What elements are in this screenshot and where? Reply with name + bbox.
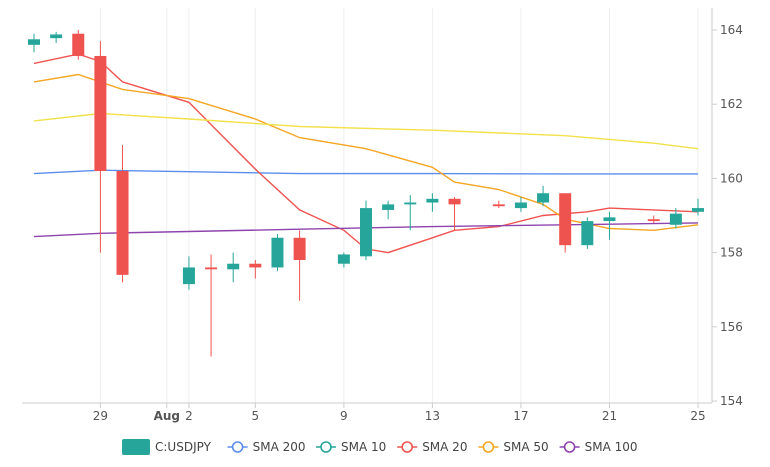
- grid-layer: [99, 8, 699, 403]
- x-tick-label: 17: [513, 409, 528, 423]
- candle-body: [182, 267, 195, 285]
- candle-body: [293, 237, 306, 261]
- candle-up: [692, 198, 704, 216]
- candle-body: [337, 254, 350, 264]
- candle-body: [448, 198, 461, 205]
- legend-marker: [482, 441, 495, 453]
- y-tick-label: 164: [720, 23, 743, 37]
- candle-body: [271, 237, 284, 268]
- legend-item: SMA 20: [397, 440, 467, 454]
- legend-marker: [320, 441, 332, 453]
- legend-item: SMA 200: [227, 440, 306, 454]
- candle-up: [581, 217, 594, 249]
- candle-up: [404, 195, 417, 231]
- candle-body: [249, 263, 262, 268]
- candle-body: [382, 204, 395, 210]
- candle-up: [669, 208, 682, 229]
- candle-body: [581, 221, 594, 246]
- candle-up: [271, 234, 284, 272]
- legend-marker: [563, 441, 576, 453]
- x-tick-label: 5: [252, 409, 260, 423]
- candle-body: [28, 39, 40, 45]
- legend-marker: [401, 441, 414, 453]
- candle-down: [249, 260, 262, 279]
- candle-body: [426, 198, 439, 203]
- candle-up: [337, 252, 350, 268]
- candle-down: [647, 215, 660, 223]
- legend-item: C:USDJPY: [122, 439, 212, 455]
- y-tick-label: 154: [720, 394, 743, 408]
- candle-down: [448, 196, 461, 231]
- candle-down: [205, 254, 218, 357]
- legend-label: C:USDJPY: [155, 440, 212, 454]
- x-tick-label: 29: [93, 409, 108, 423]
- candle-body: [514, 202, 527, 209]
- candle-up: [50, 31, 63, 43]
- candle-body: [227, 263, 240, 270]
- legend-item: SMA 100: [559, 440, 638, 454]
- candle-body: [205, 267, 218, 270]
- legend-item: SMA 50: [478, 440, 549, 454]
- candle-body: [360, 208, 372, 257]
- candle-down: [492, 200, 505, 209]
- legend-label: SMA 200: [253, 440, 306, 454]
- y-tick-label: 160: [720, 171, 743, 185]
- candle-body: [50, 34, 63, 39]
- candle-layer: [28, 30, 704, 357]
- candle-body: [647, 219, 660, 222]
- legend-item: SMA 10: [316, 440, 386, 454]
- legend-marker: [231, 441, 244, 453]
- candle-up: [382, 200, 395, 220]
- candle-up: [514, 196, 527, 212]
- candle-body: [116, 170, 129, 275]
- x-tick-label: 2: [185, 409, 193, 423]
- series-line: [33, 112, 699, 150]
- candle-down: [293, 230, 306, 301]
- legend-label: SMA 100: [585, 440, 638, 454]
- legend-label: SMA 20: [422, 440, 467, 454]
- legend-label: SMA 50: [503, 440, 548, 454]
- candle-body: [559, 193, 572, 246]
- candle-up: [360, 200, 372, 261]
- candle-body: [669, 213, 682, 225]
- candle-body: [492, 204, 505, 207]
- x-tick-label: 13: [425, 409, 440, 423]
- series-line: [33, 169, 698, 175]
- candle-down: [116, 145, 129, 283]
- candle-up: [426, 193, 439, 212]
- series-line: [33, 73, 699, 232]
- candle-body: [537, 193, 550, 203]
- y-tick-label: 158: [720, 246, 743, 260]
- candle-body: [94, 55, 107, 171]
- candle-down: [94, 41, 107, 253]
- legend: C:USDJPY SMA 200 SMA 10 SMA 20 SMA 50 SMA 100: [122, 439, 638, 455]
- candle-body: [72, 33, 85, 56]
- candle-up: [227, 252, 240, 283]
- y-tick-label: 156: [720, 320, 743, 334]
- candle-down: [559, 193, 572, 253]
- candle-down: [72, 30, 85, 60]
- x-tick-label: Aug: [154, 409, 180, 423]
- candle-body: [692, 208, 704, 212]
- candle-body: [603, 217, 616, 222]
- candle-up: [603, 211, 616, 240]
- x-tick-label: 9: [340, 409, 348, 423]
- legend-swatch: [122, 439, 150, 455]
- candle-up: [182, 256, 195, 290]
- x-tick-label: 21: [602, 409, 617, 423]
- legend-label: SMA 10: [341, 440, 386, 454]
- candle-up: [28, 33, 40, 53]
- y-tick-label: 162: [720, 97, 743, 111]
- candle-body: [404, 202, 417, 205]
- x-tick-label: 25: [690, 409, 705, 423]
- candle-up: [537, 185, 550, 207]
